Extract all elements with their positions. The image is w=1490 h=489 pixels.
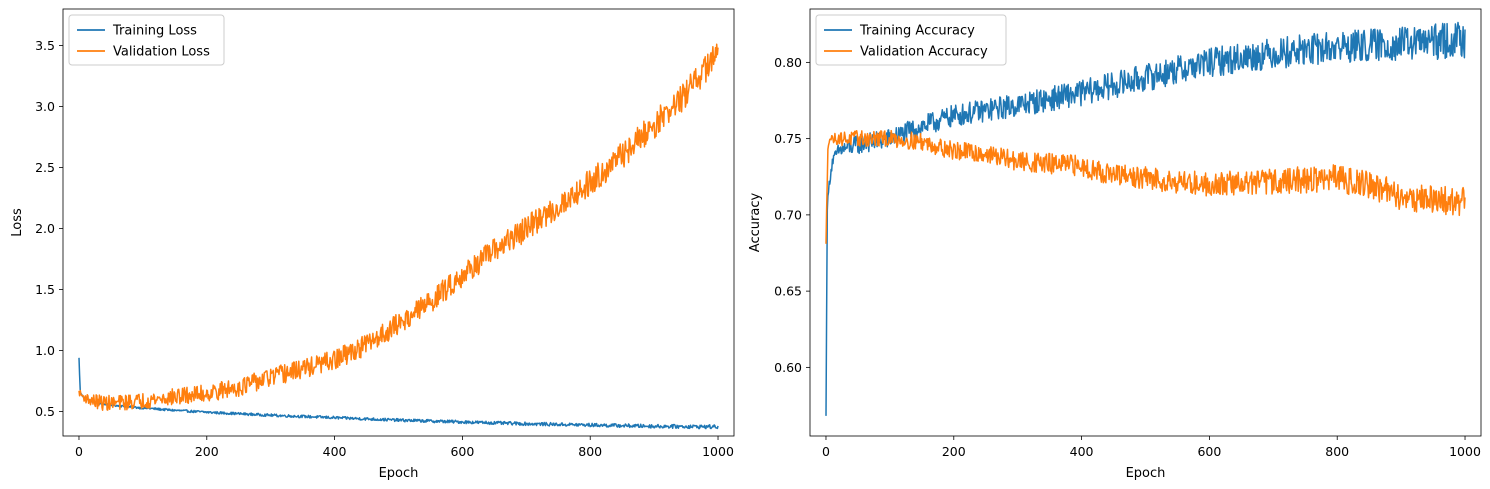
loss-chart: 0 200 400 600 800 1000 0.5 1.0 1.5 2.0 2.5 3.0 3.5 Ep… bbox=[10, 9, 734, 481]
y-tick-label: 3.0 bbox=[35, 99, 55, 114]
plot-lines bbox=[79, 44, 718, 428]
legend: Training Loss Validation Loss bbox=[69, 15, 224, 65]
x-tick-label: 200 bbox=[195, 444, 219, 459]
y-tick-label: 2.0 bbox=[35, 221, 55, 236]
y-tick-label: 1.5 bbox=[35, 282, 55, 297]
legend-label: Training Accuracy bbox=[859, 24, 975, 39]
y-tick-label: 0.75 bbox=[774, 131, 802, 146]
legend: Training Accuracy Validation Accuracy bbox=[816, 15, 1006, 65]
y-tick-label: 0.80 bbox=[774, 55, 802, 70]
x-tick-label: 0 bbox=[822, 444, 830, 459]
x-tick-label: 400 bbox=[1070, 444, 1094, 459]
y-tick-label: 0.65 bbox=[774, 284, 802, 299]
x-tick-label: 600 bbox=[450, 444, 474, 459]
y-axis-label: Loss bbox=[10, 208, 25, 237]
x-axis-label: Epoch bbox=[379, 466, 419, 481]
series-line-2 bbox=[826, 131, 1465, 244]
y-axis-label: Accuracy bbox=[748, 193, 763, 253]
y-tick-label: 2.5 bbox=[35, 160, 55, 175]
y-tick-label: 3.5 bbox=[35, 38, 55, 53]
accuracy-chart: 0 200 400 600 800 1000 0.60 0.65 0.70 0.75 0.80 Epo… bbox=[748, 9, 1481, 481]
x-tick-label: 600 bbox=[1197, 444, 1221, 459]
axes-frame bbox=[63, 9, 734, 436]
legend-label: Training Loss bbox=[112, 24, 197, 39]
y-tick-label: 1.0 bbox=[35, 343, 55, 358]
plot-lines bbox=[826, 23, 1465, 416]
x-axis-label: Epoch bbox=[1126, 466, 1166, 481]
x-tick-label: 800 bbox=[578, 444, 602, 459]
x-tick-label: 200 bbox=[942, 444, 966, 459]
legend-label: Validation Accuracy bbox=[860, 45, 988, 60]
x-tick-label: 1000 bbox=[1449, 444, 1481, 459]
x-tick-label: 400 bbox=[323, 444, 347, 459]
y-tick-label: 0.70 bbox=[774, 207, 802, 222]
x-tick-label: 800 bbox=[1325, 444, 1349, 459]
legend-label: Validation Loss bbox=[113, 45, 210, 60]
x-tick-label: 1000 bbox=[702, 444, 734, 459]
y-tick-label: 0.60 bbox=[774, 360, 802, 375]
series-line-1 bbox=[826, 23, 1465, 416]
y-tick-label: 0.5 bbox=[35, 404, 55, 419]
series-line-2 bbox=[79, 44, 718, 410]
x-tick-label: 0 bbox=[75, 444, 83, 459]
